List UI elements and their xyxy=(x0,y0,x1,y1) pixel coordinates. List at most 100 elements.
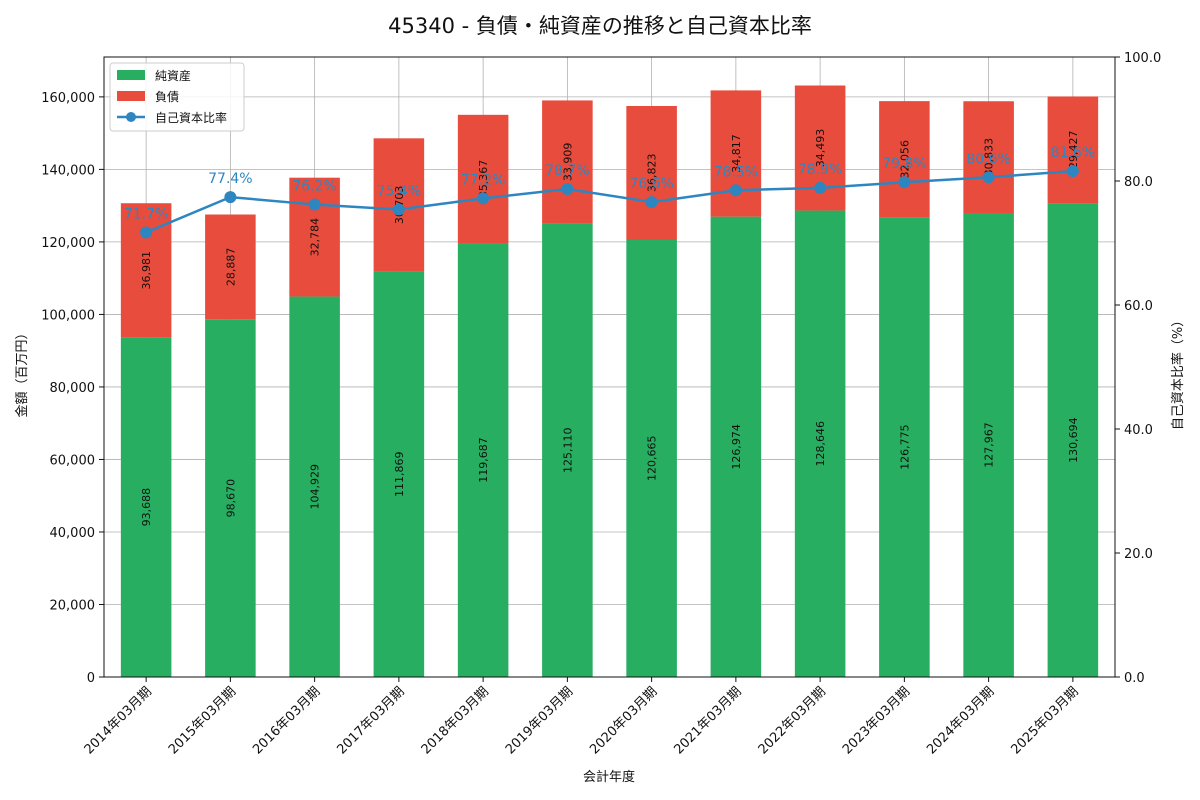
ratio-value-label: 77.4% xyxy=(208,171,252,187)
ratio-value-label: 75.4% xyxy=(377,184,421,200)
x-tick-label: 2017年03月期 xyxy=(334,684,407,757)
y2-tick-label: 100.0 xyxy=(1124,51,1161,66)
equity-bar xyxy=(457,243,509,678)
y-tick-label: 0 xyxy=(87,671,95,686)
ratio-value-label: 81.6% xyxy=(1051,145,1095,161)
y-tick-label: 80,000 xyxy=(50,381,96,396)
y-tick-label: 20,000 xyxy=(50,598,96,613)
ratio-point xyxy=(645,196,658,209)
equity-bar xyxy=(1047,203,1099,677)
legend-label-liabilities: 負債 xyxy=(155,89,179,104)
ratio-value-label: 78.9% xyxy=(798,162,842,178)
liabilities-value-label: 28,887 xyxy=(224,248,237,287)
y2-tick-label: 80.0 xyxy=(1124,175,1153,190)
y-tick-label: 60,000 xyxy=(50,453,96,468)
liabilities-bar xyxy=(205,214,256,320)
x-tick-label: 2020年03月期 xyxy=(587,684,660,757)
x-axis-title: 会計年度 xyxy=(583,769,635,785)
liabilities-bar xyxy=(289,177,340,297)
x-tick-label: 2018年03月期 xyxy=(419,684,492,757)
liabilities-value-label: 30,833 xyxy=(983,138,996,177)
liabilities-bar xyxy=(1047,96,1099,204)
equity-value-label: 126,974 xyxy=(730,424,743,470)
x-tick-label: 2023年03月期 xyxy=(840,684,913,757)
ratio-point xyxy=(224,191,237,204)
legend-swatch-equity xyxy=(117,70,145,80)
equity-bar xyxy=(120,337,172,677)
equity-value-label: 128,646 xyxy=(814,421,827,467)
x-tick-label: 2019年03月期 xyxy=(503,684,576,757)
liabilities-bar xyxy=(457,114,509,244)
equity-bar xyxy=(710,216,762,677)
liabilities-value-label: 34,817 xyxy=(730,134,743,173)
equity-bar xyxy=(794,210,846,677)
ratio-line xyxy=(145,169,1073,234)
liabilities-value-label: 34,493 xyxy=(814,129,827,168)
equity-value-label: 93,688 xyxy=(140,488,153,527)
y-tick-label: 140,000 xyxy=(41,163,95,178)
ratio-point xyxy=(898,176,911,189)
ratio-point xyxy=(308,198,321,211)
liabilities-value-label: 33,909 xyxy=(561,143,574,182)
y2-tick-label: 20.0 xyxy=(1124,547,1153,562)
y-tick-label: 120,000 xyxy=(41,236,95,251)
ratio-value-label: 71.7% xyxy=(124,206,168,222)
equity-bar xyxy=(879,217,930,677)
equity-value-label: 125,110 xyxy=(561,427,574,473)
legend-swatch-liabilities xyxy=(117,91,145,101)
y2-tick-label: 40.0 xyxy=(1124,423,1153,438)
equity-bar xyxy=(963,213,1014,678)
ratio-value-label: 76.2% xyxy=(292,179,336,195)
equity-bar xyxy=(373,271,425,677)
liabilities-value-label: 35,367 xyxy=(477,160,490,199)
equity-bar xyxy=(289,296,340,677)
equity-bar xyxy=(542,223,593,677)
liabilities-value-label: 32,056 xyxy=(898,140,911,179)
equity-value-label: 130,694 xyxy=(1067,417,1080,463)
legend: 純資産 負債 自己資本比率 xyxy=(109,62,245,132)
ratio-point xyxy=(814,181,827,194)
liabilities-value-label: 36,981 xyxy=(140,251,153,290)
equity-value-label: 111,869 xyxy=(393,451,406,497)
y2-tick-label: 60.0 xyxy=(1124,299,1153,314)
y2-tick-label: 0.0 xyxy=(1124,671,1145,686)
legend-label-ratio: 自己資本比率 xyxy=(155,110,227,125)
liabilities-bar xyxy=(626,105,677,240)
equity-value-label: 127,967 xyxy=(983,422,996,468)
bars-layer: 93,688 36,981 98,670 28,887 104,929 32,784 111… xyxy=(120,85,1099,678)
liabilities-value-label: 36,823 xyxy=(646,153,659,192)
x-tick-label: 2025年03月期 xyxy=(1008,684,1081,757)
x-tick-label: 2022年03月期 xyxy=(756,684,829,757)
plot-frame xyxy=(103,56,1116,678)
ratio-point xyxy=(477,192,490,205)
equity-value-label: 98,670 xyxy=(224,479,237,518)
equity-bar xyxy=(626,239,677,678)
ratio-value-label: 76.6% xyxy=(629,176,673,192)
liabilities-value-label: 29,427 xyxy=(1067,131,1080,170)
equity-value-label: 120,665 xyxy=(646,436,659,482)
ratio-point xyxy=(392,203,405,216)
x-tick-label: 2014年03月期 xyxy=(82,684,155,757)
equity-value-label: 126,775 xyxy=(898,424,911,470)
legend-label-equity: 純資産 xyxy=(155,68,191,83)
legend-swatch-ratio-marker xyxy=(126,112,136,122)
ratio-value-label: 79.8% xyxy=(882,156,926,172)
equity-value-label: 119,687 xyxy=(477,437,490,483)
ratio-point xyxy=(1066,165,1079,178)
x-tick-label: 2021年03月期 xyxy=(671,684,744,757)
y-tick-label: 100,000 xyxy=(41,308,95,323)
liabilities-bar xyxy=(542,100,593,224)
ratio-point xyxy=(140,226,153,239)
equity-value-label: 104,929 xyxy=(309,464,322,510)
x-tick-label: 2016年03月期 xyxy=(250,684,323,757)
equity-bar xyxy=(205,319,256,677)
liabilities-bar xyxy=(963,101,1014,214)
y-tick-label: 40,000 xyxy=(50,526,96,541)
ratio-value-label: 80.6% xyxy=(966,151,1010,167)
ratio-point xyxy=(729,184,742,197)
ratio-point xyxy=(561,183,574,196)
x-tick-label: 2015年03月期 xyxy=(166,684,239,757)
ratio-value-label: 77.2% xyxy=(461,172,505,188)
line-layer: 71.7% 77.4% 76.2% 75.4% 77.2% 78.7% 76.6% 78.5%… xyxy=(124,145,1095,239)
